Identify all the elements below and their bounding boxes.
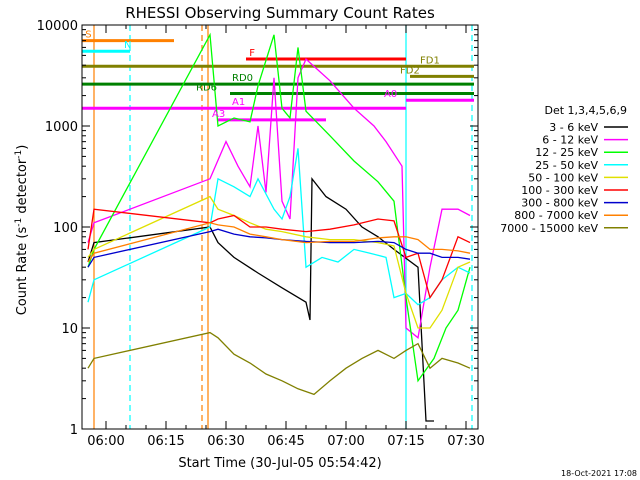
legend-label-5: 100 - 300 keV xyxy=(521,184,598,197)
x-tick-label-07:15: 07:15 xyxy=(387,434,424,449)
chart-title: RHESSI Observing Summary Count Rates xyxy=(125,4,435,22)
state-bar-label-S: S xyxy=(85,30,91,41)
x-tick-label-07:00: 07:00 xyxy=(327,434,364,449)
series-line-4 xyxy=(87,195,471,329)
axis-layer: 1 10 100 1000 10000 06:00 06:15 06:30 06:45 07:00… xyxy=(37,19,485,449)
x-tick-label-06:15: 06:15 xyxy=(147,434,184,449)
legend-label-7: 800 - 7000 keV xyxy=(514,209,598,222)
x-tick-label-07:30: 07:30 xyxy=(447,434,484,449)
x-tick-label-06:45: 06:45 xyxy=(267,434,304,449)
legend-label-8: 7000 - 15000 keV xyxy=(500,222,598,235)
series-line-5 xyxy=(87,208,471,300)
series-line-3 xyxy=(87,148,471,306)
x-axis-label: Start Time (30-Jul-05 05:54:42) xyxy=(178,456,381,471)
y-axis-label-mid: detector xyxy=(15,158,30,218)
state-bar-label-FD2: FD2 xyxy=(400,65,420,76)
y-tick-label-10000: 10000 xyxy=(37,19,78,34)
legend-label-3: 25 - 50 keV xyxy=(535,159,598,172)
plot-content xyxy=(82,25,474,429)
state-bar-label-N: N xyxy=(124,40,131,51)
series-line-1 xyxy=(87,58,471,340)
state-bar-label-FD1: FD1 xyxy=(420,55,440,66)
y-axis-label-main: Count Rate (s xyxy=(15,227,30,316)
y-axis-label: Count Rate (s-1 detector-1) xyxy=(14,145,30,316)
legend-label-6: 300 - 800 keV xyxy=(521,197,598,210)
y-axis-label-sup-1: -1 xyxy=(14,218,24,227)
legend-header: Det 1,3,4,5,6,9 xyxy=(544,104,627,117)
series-line-8 xyxy=(87,331,471,396)
state-bar-label-A3: A3 xyxy=(212,109,225,120)
y-tick-label-100: 100 xyxy=(53,221,78,236)
y-axis-label-end: ) xyxy=(15,145,30,150)
state-bar-label-A0: A0 xyxy=(384,89,397,100)
legend-label-4: 50 - 100 keV xyxy=(528,171,598,184)
legend-label-1: 6 - 12 keV xyxy=(542,134,598,147)
y-tick-label-10: 10 xyxy=(61,322,78,337)
state-bar-label-A1: A1 xyxy=(232,97,245,108)
x-tick-label-06:00: 06:00 xyxy=(87,434,124,449)
series-line-6 xyxy=(87,228,471,268)
x-tick-label-06:30: 06:30 xyxy=(207,434,244,449)
legend-label-0: 3 - 6 keV xyxy=(549,121,598,134)
timestamp: 18-Oct-2021 17:08 xyxy=(561,469,637,478)
series-line-7 xyxy=(87,222,471,263)
state-bar-label-F: F xyxy=(249,48,255,59)
y-axis-label-sup-2: -1 xyxy=(14,150,24,159)
series-line-2 xyxy=(87,32,471,383)
y-tick-label-1000: 1000 xyxy=(45,120,78,135)
y-tick-label-1: 1 xyxy=(70,423,78,438)
legend-label-2: 12 - 25 keV xyxy=(535,146,598,159)
series-line-0 xyxy=(87,176,434,422)
state-bar-label-RD0: RD0 xyxy=(232,73,253,84)
state-bar-label-RD6: RD6 xyxy=(196,82,217,93)
